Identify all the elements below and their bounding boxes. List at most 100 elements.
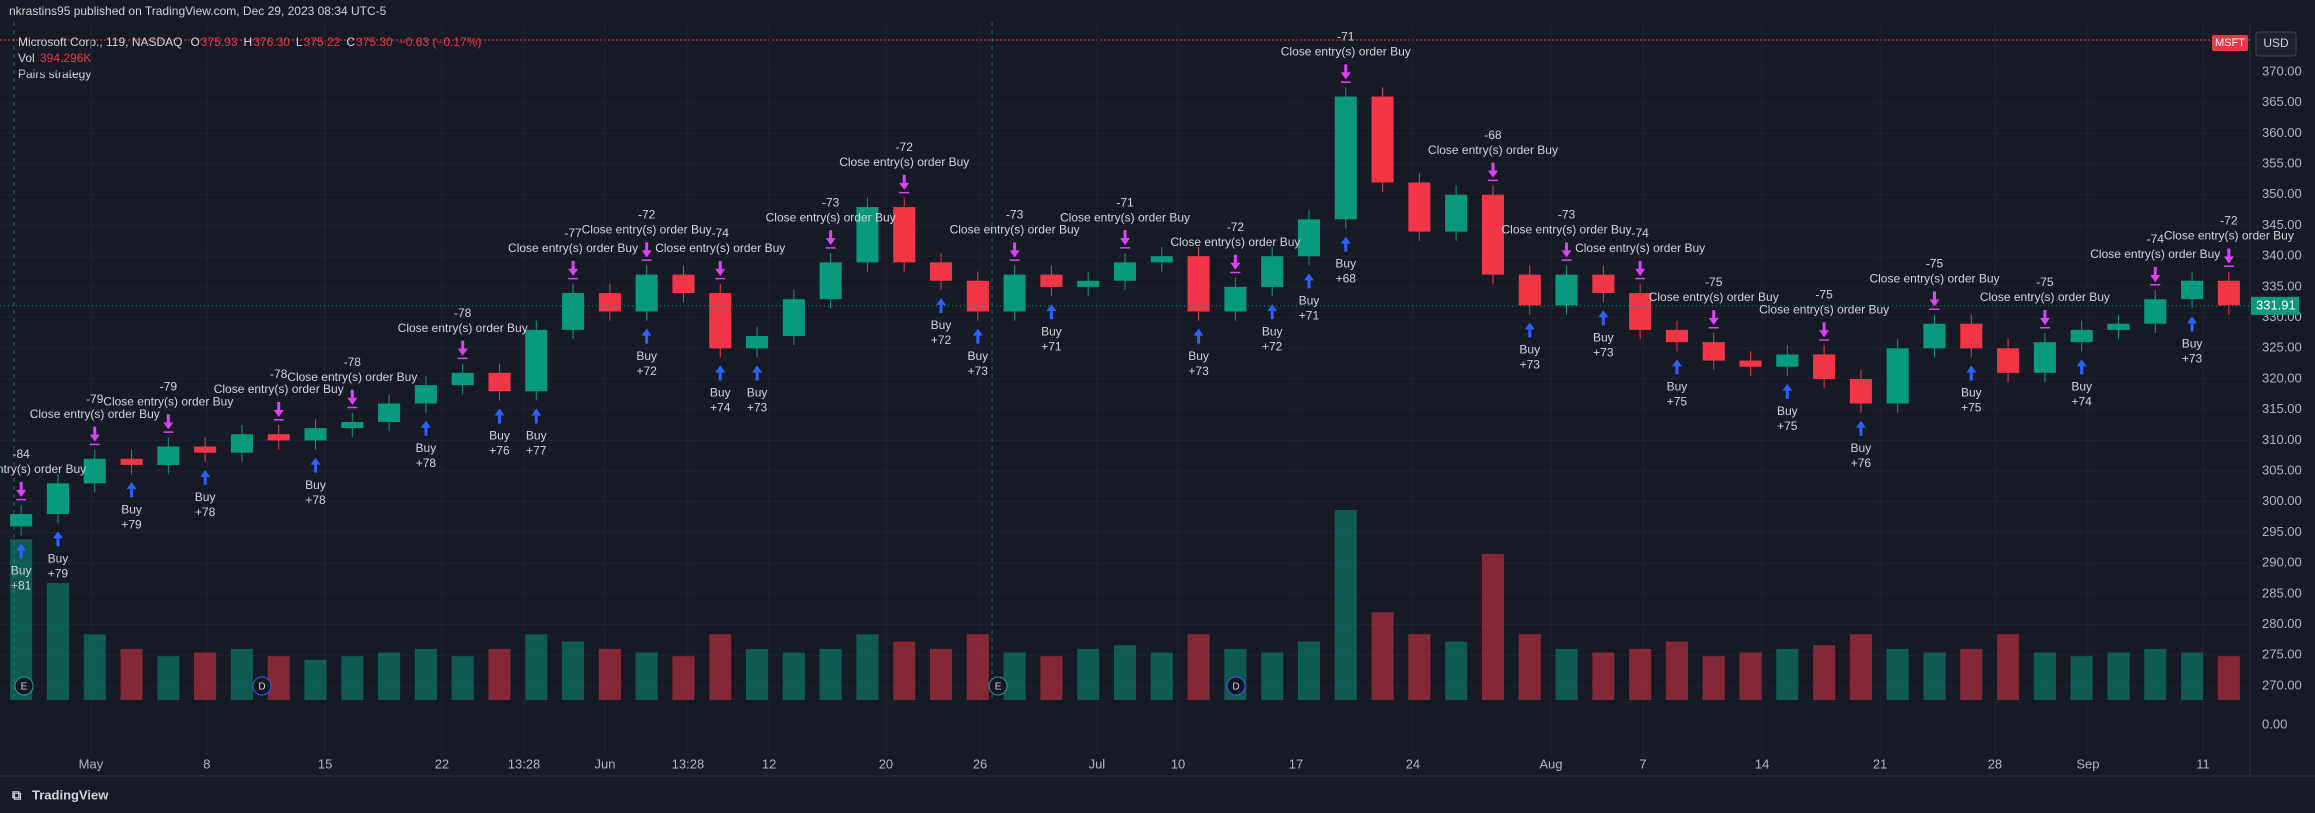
x-tick-label: 22 — [435, 756, 449, 771]
last-price-label: 331.91 — [2256, 297, 2296, 312]
close-text: Close entry(s) order Buy — [839, 155, 969, 169]
volume-bar — [1923, 652, 1946, 700]
volume-bar — [267, 656, 290, 700]
buy-arrow — [1966, 365, 1977, 381]
candle-body — [2107, 323, 2130, 330]
candle-body — [709, 293, 732, 349]
buy-arrow — [1193, 328, 1204, 344]
volume-bar — [782, 652, 805, 700]
buy-arrow — [936, 297, 947, 313]
volume-bar — [46, 583, 69, 700]
event-badge — [14, 676, 34, 696]
candle-body — [1923, 323, 1946, 349]
volume-value: 394.296K — [40, 51, 91, 65]
volume-bar — [672, 656, 695, 700]
close-arrow — [347, 389, 358, 409]
volume-bar — [10, 539, 33, 700]
x-tick-label: 24 — [1406, 756, 1420, 771]
buy-arrow — [200, 469, 211, 485]
close-text: Close entry(s) order Buy — [1170, 235, 1300, 249]
y-tick-label: 365.00 — [2262, 94, 2302, 109]
volume-bar — [635, 652, 658, 700]
ohlc-value: 375.30 — [356, 35, 393, 49]
volume-bar — [1040, 656, 1063, 700]
close-arrow — [899, 174, 910, 194]
close-arrow — [568, 260, 579, 280]
candle-body — [1224, 286, 1247, 312]
y-tick-label: 280.00 — [2262, 616, 2302, 631]
close-arrow — [1635, 260, 1646, 280]
y-tick-label: 295.00 — [2262, 524, 2302, 539]
buy-profit: +75 — [1961, 401, 1982, 415]
buy-profit: +81 — [11, 579, 32, 593]
candle-body — [746, 336, 769, 349]
candle-body — [2144, 299, 2167, 324]
candle-body — [1518, 274, 1541, 306]
candle-body — [2217, 280, 2240, 306]
candle-body — [414, 385, 437, 404]
currency: USD — [2263, 36, 2289, 50]
close-text: Close entry(s) order Buy — [1575, 241, 1705, 255]
y-tick-label: 270.00 — [2262, 677, 2302, 692]
volume-bar — [1960, 648, 1983, 700]
volume-bar — [83, 634, 106, 700]
close-loss: -72 — [638, 208, 656, 222]
y-tick-label: 275.00 — [2262, 647, 2302, 662]
buy-profit: +78 — [416, 456, 437, 470]
close-loss: -77 — [564, 226, 582, 240]
candle-body — [1555, 274, 1578, 306]
buy-text: Buy — [1188, 349, 1209, 363]
volume-key: Vol — [18, 51, 35, 65]
close-arrow — [1009, 242, 1020, 261]
currency-badge — [2255, 31, 2297, 57]
volume-bar — [1997, 634, 2020, 700]
buy-arrow — [1671, 359, 1682, 375]
buy-profit: +72 — [1262, 339, 1283, 353]
buy-profit: +76 — [489, 444, 510, 458]
buy-arrow — [1340, 236, 1351, 252]
candle-body — [1813, 354, 1836, 379]
buy-profit: +77 — [526, 444, 547, 458]
x-tick-label: May — [79, 756, 104, 771]
candle-body — [672, 274, 695, 294]
buy-text: Buy — [636, 349, 657, 363]
close-arrow — [641, 242, 652, 261]
close-arrow — [715, 260, 726, 280]
y-tick-label: 345.00 — [2262, 217, 2302, 232]
close-loss: -79 — [86, 392, 104, 406]
volume-bar — [488, 648, 511, 700]
buy-text: Buy — [305, 478, 326, 492]
candle-body — [819, 262, 842, 300]
close-arrow — [16, 481, 27, 501]
volume-bar — [819, 648, 842, 700]
buy-profit: +68 — [1336, 272, 1357, 286]
buy-text: Buy — [1961, 386, 1982, 400]
volume-bar — [1297, 641, 1321, 700]
candle-body — [488, 372, 511, 392]
volume-bar — [709, 634, 732, 700]
buy-text: Buy — [11, 564, 32, 578]
volume-bar — [1518, 634, 1541, 700]
volume-bar — [746, 648, 769, 700]
close-loss: -72 — [896, 140, 914, 154]
candle-body — [1187, 256, 1210, 312]
x-tick-label: 7 — [1639, 756, 1646, 771]
buy-text: Buy — [48, 551, 69, 565]
volume-bar — [1187, 634, 1210, 700]
buy-profit: +76 — [1851, 456, 1872, 470]
close-loss: -73 — [1006, 208, 1024, 222]
volume-bar — [451, 656, 474, 700]
buy-arrow — [1303, 273, 1314, 289]
volume-bar — [414, 648, 437, 700]
y-tick-label: 335.00 — [2262, 278, 2302, 293]
close-loss: -78 — [270, 367, 288, 381]
volume-bar — [929, 648, 953, 700]
volume-bar — [120, 648, 143, 700]
close-loss: -73 — [822, 195, 840, 209]
buy-arrow — [494, 408, 505, 424]
y-tick-label: 315.00 — [2262, 401, 2302, 416]
volume-bar — [194, 652, 217, 700]
close-text: Close entry(s) order Buy — [1502, 223, 1632, 237]
y-tick-label: 350.00 — [2262, 186, 2302, 201]
